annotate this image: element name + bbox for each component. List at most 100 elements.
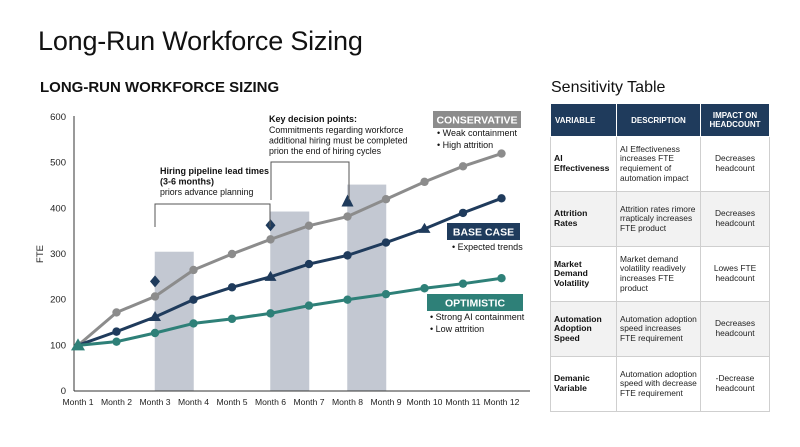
series-point <box>458 162 468 171</box>
series-line <box>77 276 502 347</box>
series-point <box>420 284 429 293</box>
series-point <box>343 295 352 304</box>
x-tick-label: Month 1 <box>62 397 93 407</box>
shaded-period-bar <box>347 184 387 391</box>
table-header-row: VARIABLE DESCRIPTION IMPACT ON HEADCOUNT <box>550 103 770 137</box>
cell-impact: Decreases headcount <box>700 191 770 247</box>
y-tick-label: 300 <box>50 249 66 260</box>
table-row: Market Demand Volatility Market demand v… <box>550 246 770 302</box>
series-point <box>264 270 277 281</box>
series-point <box>497 274 506 283</box>
x-tick-label: Month 11 <box>445 397 480 407</box>
cell-description: Market demand volatility readively incre… <box>616 246 701 302</box>
hiring-annotation-text: priors advance planning <box>160 187 254 197</box>
scenario-bullet: • Strong AI containment <box>430 312 525 322</box>
series-point <box>71 338 85 351</box>
y-tick-label: 200 <box>50 295 66 306</box>
decision-annotation-text: additional hiring must be completed <box>269 136 407 146</box>
hiring-annotation-title: Hiring pipeline lead times <box>160 166 269 176</box>
scenario-bullet: • Expected trends <box>452 242 523 252</box>
shaded-period-bar <box>270 211 310 391</box>
scenario-bullet: • Weak containment <box>437 128 518 138</box>
series-point <box>497 194 506 203</box>
series-point <box>304 259 314 269</box>
sensitivity-table-title: Sensitivity Table <box>551 79 666 96</box>
series-point <box>227 314 237 324</box>
decision-annotation-text: Commitments regarding workforce <box>269 125 404 135</box>
cell-description: AI Effectiveness increases FTE requiemen… <box>616 136 701 192</box>
chart-title: LONG-RUN WORKFORCE SIZING <box>40 79 280 96</box>
cell-variable: Attrition Rates <box>550 191 617 247</box>
decision-annotation-text: prion the end of hiring cycles <box>269 146 382 156</box>
table-row: Automation Adoption Speed Automation ado… <box>550 301 770 357</box>
cell-impact: Decreases headcount <box>700 136 770 192</box>
x-tick-label: Month 7 <box>293 397 324 407</box>
series-point <box>497 149 506 158</box>
series-point <box>418 222 431 233</box>
table-row: AI Effectiveness AI Effectiveness increa… <box>550 136 770 192</box>
series-point <box>304 221 314 230</box>
scenario-bullet: • Low attrition <box>430 324 484 334</box>
series-point <box>266 309 275 318</box>
y-tick-label: 400 <box>50 203 66 214</box>
y-tick-label: 100 <box>50 340 66 351</box>
scenario-legend: CONSERVATIVE• Weak containment • High att… <box>427 111 525 334</box>
column-header-description: DESCRIPTION <box>616 103 701 137</box>
series-point <box>458 279 468 288</box>
x-tick-label: Month 9 <box>370 397 401 407</box>
series-point <box>381 289 391 299</box>
decision-bracket <box>270 161 350 200</box>
series-point <box>150 328 160 338</box>
decision-marker <box>150 275 160 288</box>
x-tick-label: Month 8 <box>332 397 363 407</box>
chart-annotations: Hiring pipeline lead times(3-6 months)pr… <box>154 114 407 227</box>
cell-description: Attrition rates rimore rrapticaly increa… <box>616 191 701 247</box>
y-tick-label: 600 <box>50 112 66 123</box>
chart-axes: 0 100 200 300 400 500 600 FTE Month 1 Month 2 Mont… <box>35 112 530 407</box>
scenario-label: BASE CASE <box>453 227 514 239</box>
series-point <box>227 249 237 259</box>
cell-variable: Automation Adoption Speed <box>550 301 617 357</box>
series-point <box>343 212 352 221</box>
scenario-label-box <box>433 111 521 128</box>
decision-marker <box>341 194 354 207</box>
series-point <box>112 337 121 346</box>
scenario-label-box <box>427 294 523 311</box>
x-tick-label: Month 12 <box>484 397 520 407</box>
x-tick-label: Month 2 <box>101 397 132 407</box>
series-line <box>77 196 503 347</box>
series-point <box>150 292 160 301</box>
x-tick-label: Month 6 <box>255 397 286 407</box>
cell-variable: Market Demand Volatility <box>550 246 617 302</box>
series-point <box>381 195 391 204</box>
series-point <box>189 295 198 304</box>
cell-impact: Lowes FTE headcount <box>700 246 770 302</box>
chart-series <box>71 149 506 351</box>
series-point <box>458 208 468 218</box>
scenario-label-box <box>447 223 520 240</box>
shaded-periods <box>154 184 387 391</box>
scenario-label: OPTIMISTIC <box>445 298 506 310</box>
x-tick-label: Month 4 <box>178 397 209 407</box>
page-title: Long-Run Workforce Sizing <box>38 26 363 56</box>
y-tick-label: 500 <box>50 158 66 169</box>
x-tick-label: Month 3 <box>139 397 170 407</box>
y-axis-label: FTE <box>35 245 46 263</box>
sensitivity-table: VARIABLE DESCRIPTION IMPACT ON HEADCOUNT… <box>550 103 770 412</box>
decision-annotation-title: Key decision points: <box>269 114 357 124</box>
workforce-chart: 0 100 200 300 400 500 600 FTE Month 1 Month 2 Mont… <box>35 111 530 407</box>
y-tick-label: 0 <box>61 386 66 397</box>
series-point <box>112 308 121 317</box>
series-point <box>112 327 121 336</box>
column-header-variable: VARIABLE <box>550 103 617 137</box>
cell-description: Automation adoption speed with decrease … <box>616 356 701 412</box>
table-row: Attrition Rates Attrition rates rimore r… <box>550 191 770 247</box>
cell-description: Automation adoption speed increases FTE … <box>616 301 701 357</box>
series-line <box>77 152 502 347</box>
cell-impact: -Decrease headcount <box>700 356 770 412</box>
cell-variable: Demanic Variable <box>550 356 617 412</box>
series-point <box>189 265 198 275</box>
series-point <box>266 235 275 244</box>
series-point <box>189 319 198 328</box>
x-tick-label: Month 10 <box>407 397 443 407</box>
